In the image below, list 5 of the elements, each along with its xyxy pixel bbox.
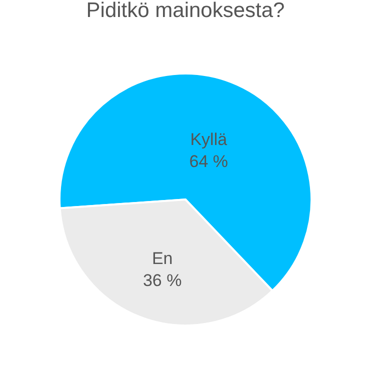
data-label: 36 % xyxy=(142,271,182,290)
data-label: 64 % xyxy=(189,152,228,171)
slice-label: En xyxy=(152,249,173,268)
slice-label: Kyllä xyxy=(190,130,228,149)
chart-title: Piditkö mainoksesta? xyxy=(86,0,285,22)
